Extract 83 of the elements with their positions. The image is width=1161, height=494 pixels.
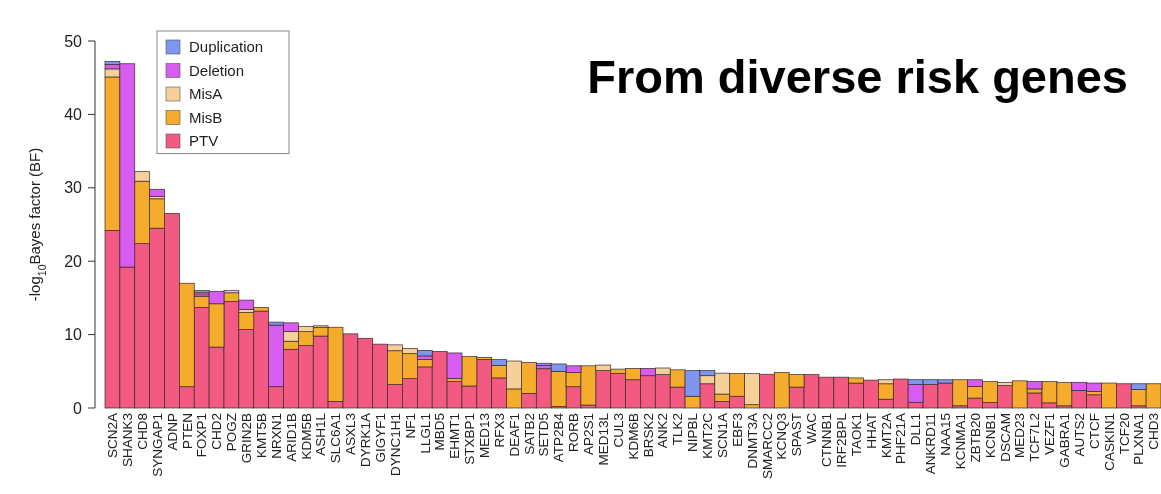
x-tick-label: SHANK3 — [120, 413, 136, 468]
x-tick-label: NIPBL — [685, 412, 701, 453]
x-tick-label: ATP2B4 — [551, 412, 567, 463]
x-tick-label: KMT5B — [253, 413, 269, 459]
x-tick-label: CUL3 — [610, 413, 626, 448]
x-tick-label: ADNP — [164, 413, 180, 451]
x-tick-label: SMARCC2 — [759, 413, 775, 480]
x-tick-label: SCN1A — [714, 413, 730, 459]
y-tick-label: 50 — [64, 32, 83, 50]
x-tick-label: CHD8 — [134, 413, 150, 450]
x-tick-label: DYNC1H1 — [387, 413, 403, 477]
x-tick-label: WAC — [804, 412, 820, 444]
x-tick-label: SYNGAP1 — [149, 413, 165, 477]
x-tick-label: SATB2 — [521, 413, 537, 455]
x-tick-label: CASKIN1 — [1101, 413, 1117, 471]
x-tick-label: CHD2 — [209, 413, 225, 450]
x-tick-label: ANKRD11 — [923, 413, 939, 475]
chart-title: From diverse risk genes — [587, 50, 1128, 103]
x-tick-label: ZBTB20 — [967, 413, 983, 463]
y-tick-label: 30 — [64, 179, 83, 197]
x-tick-label: CHD3 — [1146, 413, 1161, 450]
x-tick-label: SPAST — [789, 413, 805, 457]
x-tick-label: PHF21A — [893, 413, 909, 465]
y-tick-label: 40 — [64, 106, 83, 123]
legend-label: MisA — [189, 85, 223, 103]
x-tick-label: DSCAM — [997, 413, 1013, 462]
x-tick-label: NRXN1 — [268, 413, 284, 459]
x-tick-label: KMT2A — [878, 413, 894, 459]
legend-label: MisB — [189, 108, 223, 126]
y-tick-label: 20 — [64, 252, 83, 270]
x-tick-label: VEZF1 — [1042, 413, 1058, 456]
legend-label: Duplication — [189, 38, 264, 56]
x-tick-label: TCF20 — [1116, 413, 1132, 455]
x-tick-label: ASH1L — [313, 412, 329, 456]
x-tick-label: KDM6B — [625, 413, 641, 460]
x-tick-label: LLGL1 — [417, 413, 433, 454]
x-tick-label: BRSK2 — [640, 413, 656, 458]
x-tick-label: FOXP1 — [194, 413, 210, 458]
x-tick-label: MED23 — [1012, 413, 1028, 459]
x-tick-label: ASXL3 — [343, 413, 359, 456]
x-tick-label: IRF2BPL — [833, 412, 849, 468]
x-tick-label: ANK2 — [655, 413, 671, 449]
x-tick-label: RORB — [566, 413, 582, 453]
x-tick-label: POGZ — [224, 413, 240, 452]
x-tick-label: HHAT — [863, 413, 879, 449]
x-tick-label: CTNNB1 — [819, 413, 835, 468]
x-tick-label: TCF7L2 — [1027, 413, 1043, 462]
x-tick-label: KCNB1 — [982, 413, 998, 459]
x-tick-label: DYRK1A — [358, 413, 374, 468]
x-tick-label: DEAF1 — [506, 413, 522, 457]
x-tick-label: PLXNA1 — [1131, 413, 1147, 465]
x-tick-label: GIGYF1 — [372, 413, 388, 463]
y-tick-label: 10 — [64, 326, 83, 344]
x-tick-label: SETD5 — [536, 413, 552, 457]
x-tick-label: TAOK1 — [848, 413, 864, 457]
x-tick-label: EBF3 — [729, 413, 745, 447]
x-tick-label: EHMT1 — [447, 413, 463, 459]
x-tick-label: KCNMA1 — [952, 413, 968, 470]
x-tick-label: NAA15 — [938, 413, 954, 456]
x-tick-label: KDM5B — [298, 413, 314, 460]
x-tick-label: KMT2C — [700, 412, 716, 459]
x-tick-label: CTCF — [1086, 413, 1102, 449]
x-tick-label: MED13L — [595, 412, 611, 466]
x-tick-label: AP2S1 — [581, 413, 597, 456]
x-tick-label: GABRA1 — [1057, 413, 1073, 468]
x-tick-label: MED13 — [476, 413, 492, 459]
x-tick-label: SLC6A1 — [328, 413, 344, 464]
x-tick-label: STXBP1 — [462, 413, 478, 465]
x-tick-label: PTEN — [179, 413, 195, 450]
legend-label: Deletion — [189, 61, 245, 79]
x-tick-label: DLL1 — [908, 413, 924, 446]
x-tick-label: TLK2 — [670, 413, 686, 446]
x-tick-label: ARID1B — [283, 413, 299, 462]
x-tick-label: SCN2A — [105, 413, 121, 459]
x-tick-label: KCNQ3 — [774, 413, 790, 460]
x-tick-label: AUTS2 — [1071, 413, 1087, 457]
x-tick-label: DNMT3A — [744, 413, 760, 469]
x-tick-label: GRIN2B — [239, 413, 255, 464]
legend-label: PTV — [189, 132, 219, 150]
y-tick-label: 0 — [73, 399, 83, 417]
x-tick-label: RFX3 — [491, 413, 507, 448]
x-tick-label: NF1 — [402, 413, 418, 439]
x-tick-label: MBD5 — [432, 413, 448, 451]
